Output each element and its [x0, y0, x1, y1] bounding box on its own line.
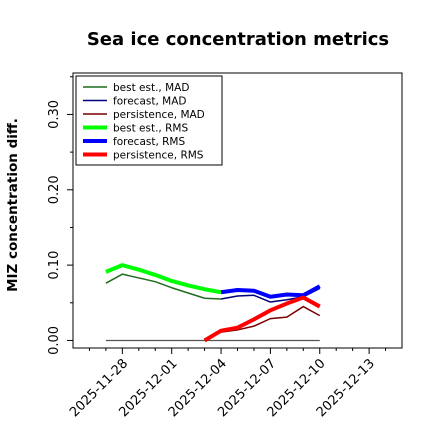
- legend-label: best est., MAD: [113, 82, 189, 94]
- legend-label: persistence, MAD: [113, 109, 205, 121]
- legend-label: persistence, RMS: [113, 150, 204, 162]
- series-line-persistence-mad: [204, 305, 321, 342]
- chart-title: Sea ice concentration metrics: [87, 29, 389, 50]
- y-tick-label: 0.20: [47, 175, 62, 204]
- series-layer: [105, 263, 321, 343]
- series-line-persistence-rms: [203, 295, 321, 343]
- y-tick-label: 0.30: [47, 100, 62, 129]
- y-axis: 0.00 0.10 0.20 0.30: [47, 76, 73, 355]
- legend-label: forecast, RMS: [113, 136, 185, 148]
- legend-box: [75, 75, 223, 166]
- x-axis: 2025-11-282025-12-012025-12-042025-12-07…: [67, 348, 387, 420]
- y-tick-label: 0.10: [47, 251, 62, 280]
- y-axis-label: MIZ concentration diff.: [5, 118, 21, 292]
- series-line-forecast-rms: [220, 284, 321, 299]
- y-tick-label: 0.00: [47, 326, 62, 355]
- series-line-best-est-rms: [105, 263, 222, 295]
- legend-label: best est., RMS: [113, 123, 188, 135]
- series-line-best-est-mad: [105, 273, 222, 300]
- legend-label: forecast, MAD: [113, 96, 186, 108]
